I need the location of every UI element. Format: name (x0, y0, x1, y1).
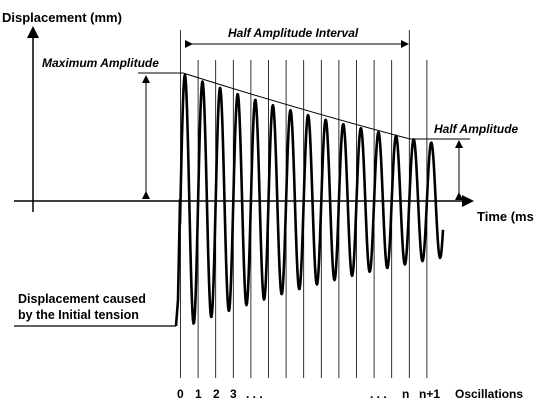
initial-tension-label-1: Displacement caused (18, 292, 146, 306)
oscillation-1-label: 1 (195, 387, 202, 401)
oscillations-word: Oscillations (455, 387, 523, 401)
oscillation-0-label: 0 (177, 387, 184, 401)
max-amplitude-label: Maximum Amplitude (42, 56, 159, 70)
initial-tension-label-2: by the Initial tension (18, 308, 139, 322)
oscillation-n-label: n (402, 387, 409, 401)
damped-waveform (174, 73, 445, 327)
y-axis-label: Displacement (mm) (2, 10, 122, 25)
decay-envelope (182, 72, 411, 140)
interval-label: Half Amplitude Interval (228, 26, 359, 40)
oscillation-dots-left: . . . (246, 387, 263, 401)
x-axis-label: Time (ms (477, 209, 534, 224)
oscillation-2-label: 2 (213, 387, 220, 401)
oscillation-dots-right: . . . (370, 387, 387, 401)
oscillation-3-label: 3 (230, 387, 237, 401)
half-amplitude-label: Half Amplitude (434, 122, 519, 136)
oscillation-n1-label: n+1 (419, 387, 440, 401)
